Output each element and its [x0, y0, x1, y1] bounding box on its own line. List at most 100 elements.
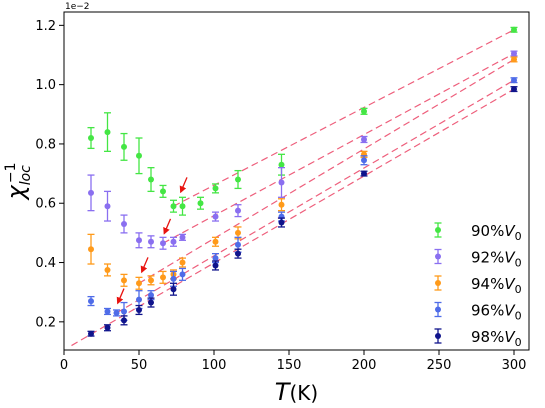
data-point	[179, 203, 186, 210]
data-point	[235, 250, 241, 257]
legend-entry-5: 98%V0	[434, 328, 522, 349]
data-point	[212, 255, 219, 262]
data-point	[148, 277, 154, 284]
data-point	[235, 229, 241, 236]
data-point	[121, 277, 127, 284]
legend-label: 94%V0	[471, 275, 522, 296]
fit-line-5	[71, 88, 515, 347]
y-axis-title-superscript: −1	[3, 163, 19, 184]
data-point	[511, 26, 517, 33]
plot-frame	[63, 11, 530, 351]
data-point	[104, 129, 111, 136]
series-5	[87, 86, 518, 337]
data-point	[361, 157, 367, 164]
data-point	[179, 271, 186, 278]
legend-label: 90%V0	[471, 222, 522, 243]
x-tick-label: 250	[427, 358, 452, 373]
data-point	[88, 330, 94, 337]
legend-marker	[435, 227, 441, 233]
y-tick-label: 1.0	[35, 78, 56, 93]
data-point	[361, 136, 367, 143]
data-point	[197, 200, 204, 207]
series-1	[87, 26, 518, 216]
minimum-arrow-4	[116, 288, 125, 305]
annotation-arrows	[116, 177, 188, 305]
data-point	[136, 237, 142, 244]
y-tick-label: 0.2	[35, 315, 56, 330]
legend-entry-4: 96%V0	[434, 302, 522, 323]
data-point	[278, 161, 285, 168]
y-tick-label: 0.6	[35, 197, 56, 212]
data-point	[511, 77, 517, 84]
series-2	[87, 50, 518, 250]
minimum-arrow-3	[140, 257, 149, 274]
data-point	[121, 308, 127, 315]
fit-line-2	[162, 52, 515, 244]
minimum-arrow-1	[179, 177, 188, 194]
x-tick-label: 100	[202, 358, 227, 373]
data-point	[235, 241, 241, 248]
data-point	[121, 143, 127, 150]
data-point	[511, 86, 517, 93]
fit-line-1	[173, 29, 515, 207]
data-point	[511, 50, 517, 57]
data-point	[136, 280, 142, 287]
x-axis-title: T(K)	[275, 378, 318, 406]
legend-entry-1: 90%V0	[434, 222, 522, 243]
series-3	[87, 56, 518, 290]
data-point	[104, 266, 111, 273]
data-point	[148, 292, 154, 299]
data-point	[148, 176, 154, 183]
data-point	[235, 176, 241, 183]
legend-marker	[435, 333, 441, 339]
y-axis-title: χloc−1	[2, 163, 34, 202]
y-axis-title-subscript: loc	[18, 165, 34, 185]
data-point	[104, 308, 111, 315]
data-point	[160, 274, 166, 281]
legend-label: 92%V0	[471, 249, 522, 270]
x-tick-label: 50	[131, 358, 148, 373]
data-point	[179, 259, 186, 266]
data-point	[170, 238, 177, 245]
data-point	[212, 185, 219, 192]
data-point	[136, 306, 142, 313]
x-axis-title-unit: (K)	[289, 381, 318, 405]
legend-entry-3: 94%V0	[434, 275, 522, 296]
data-point	[104, 324, 111, 331]
axis-ticks: 0 50 100 150 200 250 300 0.2 0.4 0.6 0.8 1.0 1.2	[35, 19, 526, 373]
x-tick-label: 300	[502, 358, 527, 373]
legend-label: 96%V0	[471, 302, 522, 323]
data-point	[104, 203, 111, 210]
data-point	[148, 299, 154, 306]
x-tick-label: 0	[60, 358, 68, 373]
data-point	[136, 296, 142, 303]
data-point	[160, 188, 166, 195]
minimum-arrow-2	[163, 218, 172, 235]
data-point	[121, 220, 127, 227]
data-point	[235, 207, 241, 214]
y-offset-label: 1e−2	[65, 2, 90, 12]
data-point	[88, 246, 94, 253]
y-tick-label: 0.8	[35, 137, 56, 152]
legend: 90%V0 92%V0 94%V0 96%V0 98%V0	[434, 222, 522, 349]
data-point	[212, 213, 219, 220]
data-point	[278, 179, 285, 186]
data-points	[87, 26, 518, 337]
fit-lines	[71, 29, 515, 347]
data-point	[148, 238, 154, 245]
y-axis-title-symbol: χ	[2, 185, 30, 202]
data-point	[511, 56, 517, 63]
data-point	[88, 189, 94, 196]
legend-marker	[435, 306, 441, 313]
data-point	[179, 234, 186, 241]
data-point	[170, 275, 177, 282]
data-point	[113, 309, 120, 316]
series-4	[87, 77, 518, 322]
y-tick-label: 0.4	[35, 256, 56, 271]
data-point	[88, 298, 94, 305]
data-point	[121, 317, 127, 324]
x-tick-label: 200	[352, 358, 377, 373]
data-point	[136, 152, 142, 159]
y-tick-label: 1.2	[35, 19, 56, 34]
